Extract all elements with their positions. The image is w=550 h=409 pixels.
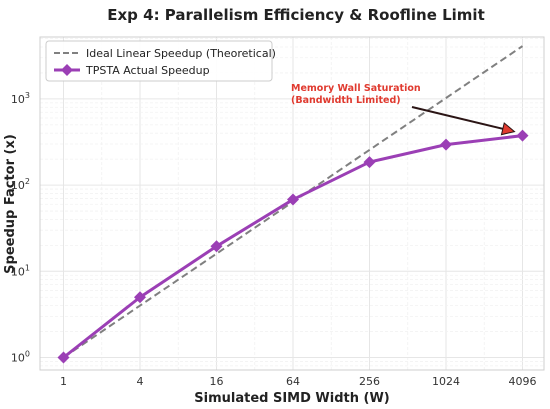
x-tick-label: 256 bbox=[359, 375, 380, 388]
legend-actual-label: TPSTA Actual Speedup bbox=[85, 64, 210, 77]
annotation-line2: (Bandwidth Limited) bbox=[291, 95, 401, 106]
y-tick-label: 100 bbox=[11, 350, 30, 365]
data-point bbox=[134, 291, 146, 304]
y-tick-label: 103 bbox=[11, 91, 30, 106]
x-axis-ticks: 1 4 16 64 256 1024 4096 bbox=[60, 375, 537, 388]
x-tick-label: 16 bbox=[210, 375, 224, 388]
x-tick-label: 4096 bbox=[509, 375, 537, 388]
data-point bbox=[57, 351, 70, 364]
legend-box bbox=[45, 40, 273, 82]
y-tick-label: 102 bbox=[11, 177, 30, 192]
annotation-arrow-head bbox=[500, 122, 516, 136]
x-axis-label: Simulated SIMD Width (W) bbox=[194, 391, 389, 406]
y-tick-label: 101 bbox=[11, 263, 30, 278]
annotation-line1: Memory Wall Saturation bbox=[291, 83, 421, 94]
data-point bbox=[516, 129, 529, 142]
legend-ideal-label: Ideal Linear Speedup (Theoretical) bbox=[86, 47, 276, 60]
x-tick-label: 1 bbox=[60, 375, 67, 388]
data-point bbox=[363, 156, 376, 169]
data-point bbox=[440, 138, 452, 151]
data-point bbox=[210, 240, 223, 253]
legend-actual-marker bbox=[61, 64, 73, 76]
plot-area-frame bbox=[39, 36, 545, 371]
series-layer bbox=[57, 45, 529, 364]
annotation: Memory Wall Saturation (Bandwidth Limite… bbox=[291, 83, 516, 136]
y-axis-label: Speedup Factor (x) bbox=[3, 134, 18, 274]
x-tick-label: 64 bbox=[286, 375, 300, 388]
legend: Ideal Linear Speedup (Theoretical) TPSTA… bbox=[45, 40, 276, 82]
x-tick-label: 4 bbox=[137, 375, 144, 388]
x-tick-label: 1024 bbox=[432, 375, 460, 388]
chart-title: Exp 4: Parallelism Efficiency & Roofline… bbox=[107, 6, 484, 24]
data-point bbox=[287, 193, 299, 206]
y-axis-ticks: 100 101 102 103 bbox=[11, 91, 30, 365]
annotation-arrow-shaft bbox=[411, 106, 504, 130]
